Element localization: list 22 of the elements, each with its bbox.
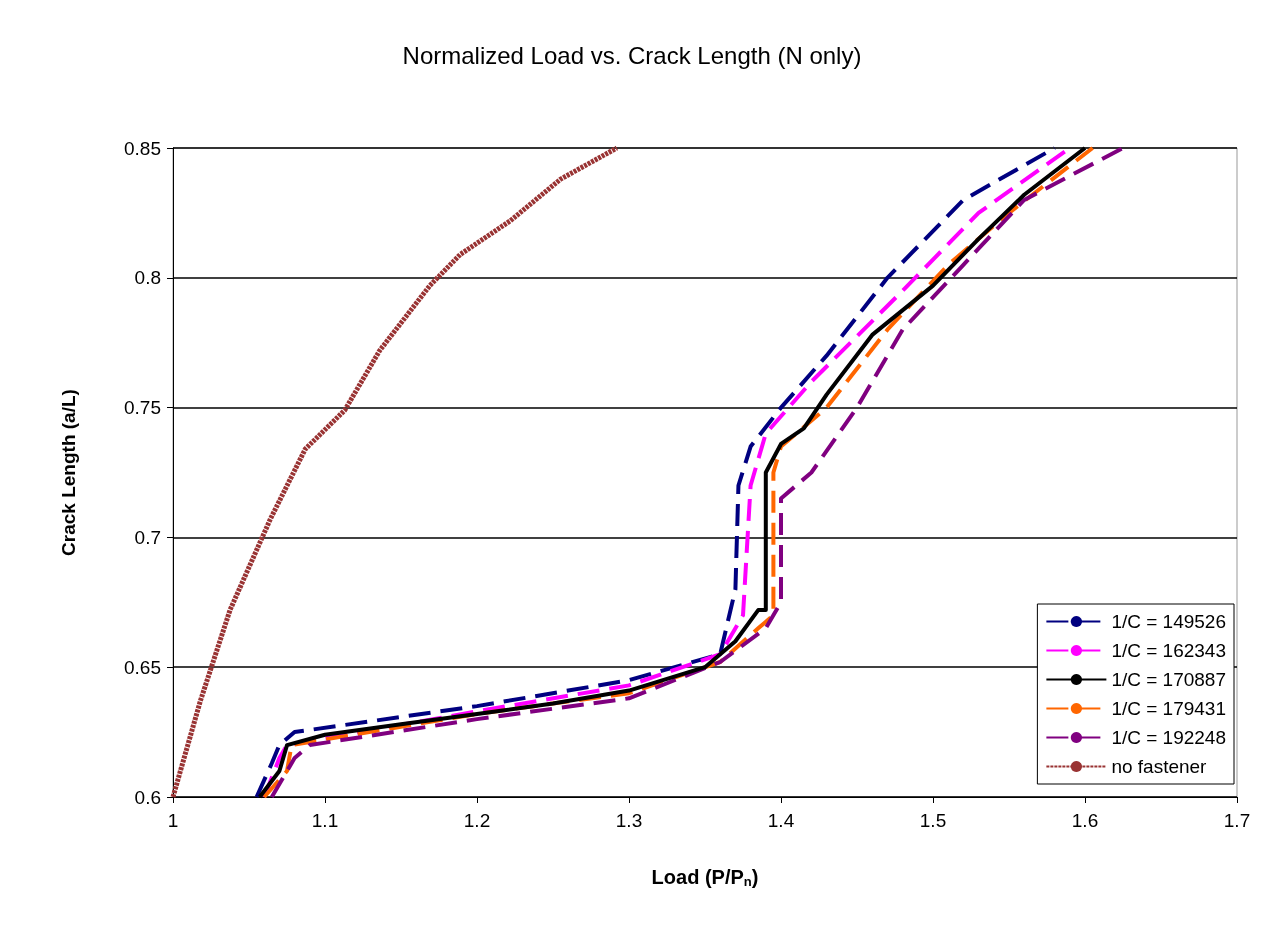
x-tick-label: 1.7 bbox=[1223, 810, 1251, 831]
chart-title: Normalized Load vs. Crack Length (N only) bbox=[402, 41, 862, 69]
y-tick-label: 0.85 bbox=[124, 137, 161, 159]
x-tick-label: 1.3 bbox=[615, 810, 643, 831]
legend-label: 1/C = 162343 bbox=[1111, 640, 1226, 661]
y-tick-label: 0.6 bbox=[134, 786, 161, 808]
y-tick-label: 0.65 bbox=[124, 656, 161, 678]
legend-label: 1/C = 170887 bbox=[1111, 669, 1226, 690]
x-tick-label: 1.4 bbox=[767, 810, 795, 831]
y-axis-title: Crack Length (a/L) bbox=[58, 389, 79, 556]
y-tick-label: 0.8 bbox=[134, 267, 161, 289]
x-tick-label: 1.1 bbox=[311, 810, 339, 831]
x-tick-label: 1.2 bbox=[463, 810, 491, 831]
x-tick-label: 1.5 bbox=[919, 810, 947, 831]
x-tick-label: 1 bbox=[167, 810, 179, 831]
y-tick-label: 0.75 bbox=[124, 397, 161, 419]
y-tick-label: 0.7 bbox=[134, 526, 161, 548]
legend-label: 1/C = 192248 bbox=[1111, 727, 1226, 748]
x-tick-label: 1.6 bbox=[1071, 810, 1099, 831]
legend-label: 1/C = 179431 bbox=[1111, 698, 1226, 719]
legend-label: no fastener bbox=[1111, 756, 1208, 777]
legend-label: 1/C = 149526 bbox=[1111, 611, 1226, 632]
